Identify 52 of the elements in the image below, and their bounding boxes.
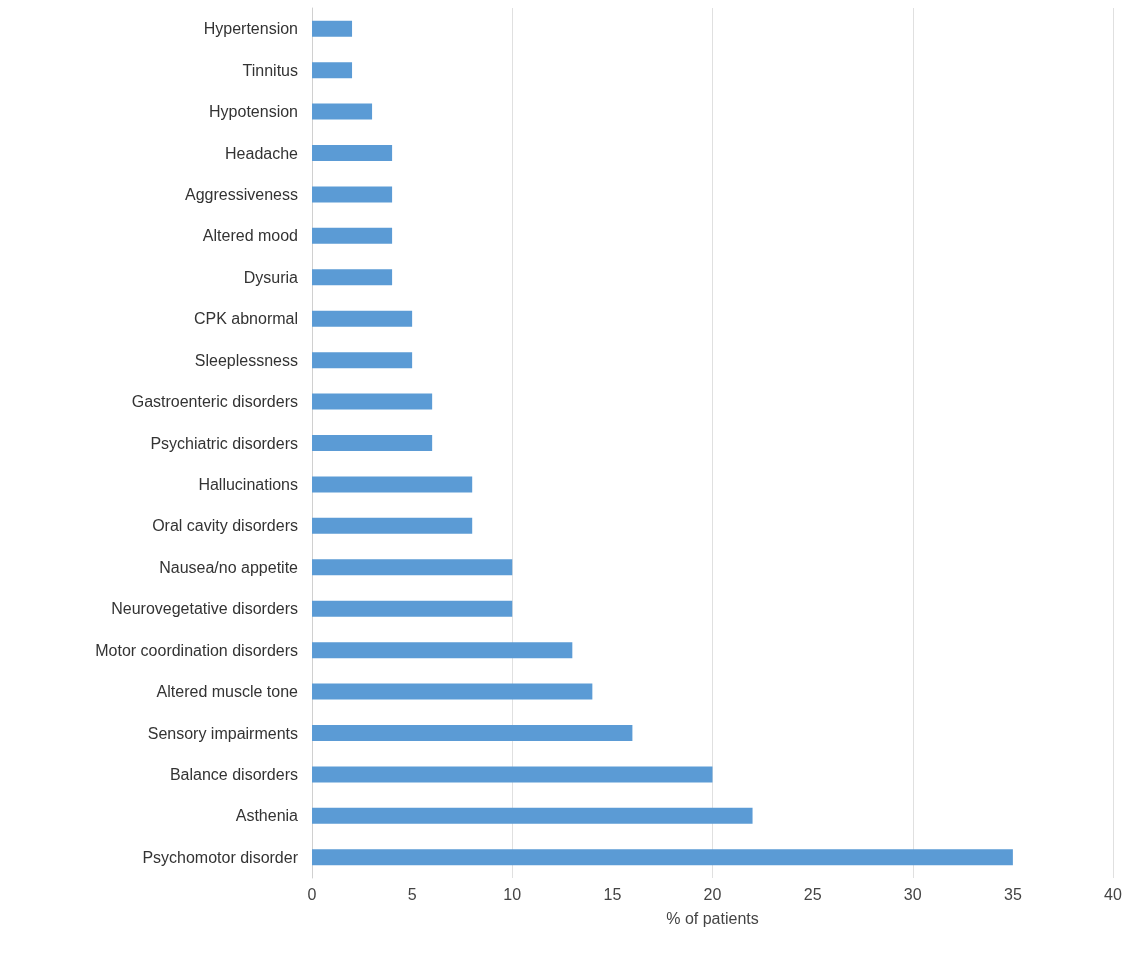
x-tick-label: 25 <box>803 885 822 903</box>
x-tick-label: 20 <box>703 885 722 903</box>
bar <box>312 683 593 700</box>
y-tick-label: Motor coordination disorders <box>95 641 298 659</box>
y-tick-label: Oral cavity disorders <box>152 517 298 535</box>
y-tick-label: Hallucinations <box>198 475 298 493</box>
bar <box>312 807 753 824</box>
bar <box>312 20 353 37</box>
bar <box>312 766 713 783</box>
x-tick-label: 40 <box>1104 885 1122 903</box>
bar <box>312 145 393 161</box>
bar <box>312 103 373 120</box>
y-tick-label: Psychomotor disorder <box>142 848 299 866</box>
bar <box>312 393 433 410</box>
bar <box>312 559 513 576</box>
y-tick-label: CPK abnormal <box>193 310 298 328</box>
bar <box>312 642 573 659</box>
bar <box>312 186 393 203</box>
bar <box>312 227 393 244</box>
y-tick-label: Neurovegetative disorders <box>111 600 298 618</box>
y-tick-label: Altered mood <box>202 227 298 245</box>
y-tick-label: Gastroenteric disorders <box>131 393 298 411</box>
y-tick-label: Sensory impairments <box>147 724 298 742</box>
y-tick-label: Tinnitus <box>242 61 298 79</box>
x-tick-label: 35 <box>1003 885 1022 903</box>
x-tick-label: 10 <box>503 885 522 903</box>
bar <box>312 849 1013 866</box>
x-tick-label: 15 <box>603 885 622 903</box>
y-tick-label: Asthenia <box>235 807 299 825</box>
x-tick-label: 0 <box>307 885 317 903</box>
y-tick-label: Dysuria <box>243 268 299 286</box>
y-tick-label: Nausea/no appetite <box>159 558 299 576</box>
y-tick-label: Hypotension <box>209 103 298 121</box>
bar <box>312 476 473 493</box>
bar <box>312 269 393 286</box>
bar <box>312 517 473 534</box>
bar <box>312 600 513 617</box>
x-tick-label: 30 <box>903 885 922 903</box>
y-tick-label: Aggressiveness <box>185 185 298 203</box>
y-tick-label: Balance disorders <box>169 765 298 783</box>
x-axis-title: % of patients <box>666 909 759 927</box>
bar <box>312 62 353 79</box>
bar <box>312 310 413 327</box>
bar <box>312 435 433 451</box>
y-tick-label: Hypertension <box>203 20 298 38</box>
bar <box>312 352 413 369</box>
y-tick-label: Headache <box>225 144 299 162</box>
y-tick-label: Psychiatric disorders <box>150 434 298 452</box>
x-tick-label: 5 <box>407 885 417 903</box>
bar <box>312 725 633 741</box>
y-tick-label: Altered muscle tone <box>156 683 299 701</box>
y-tick-label: Sleeplessness <box>194 351 298 369</box>
